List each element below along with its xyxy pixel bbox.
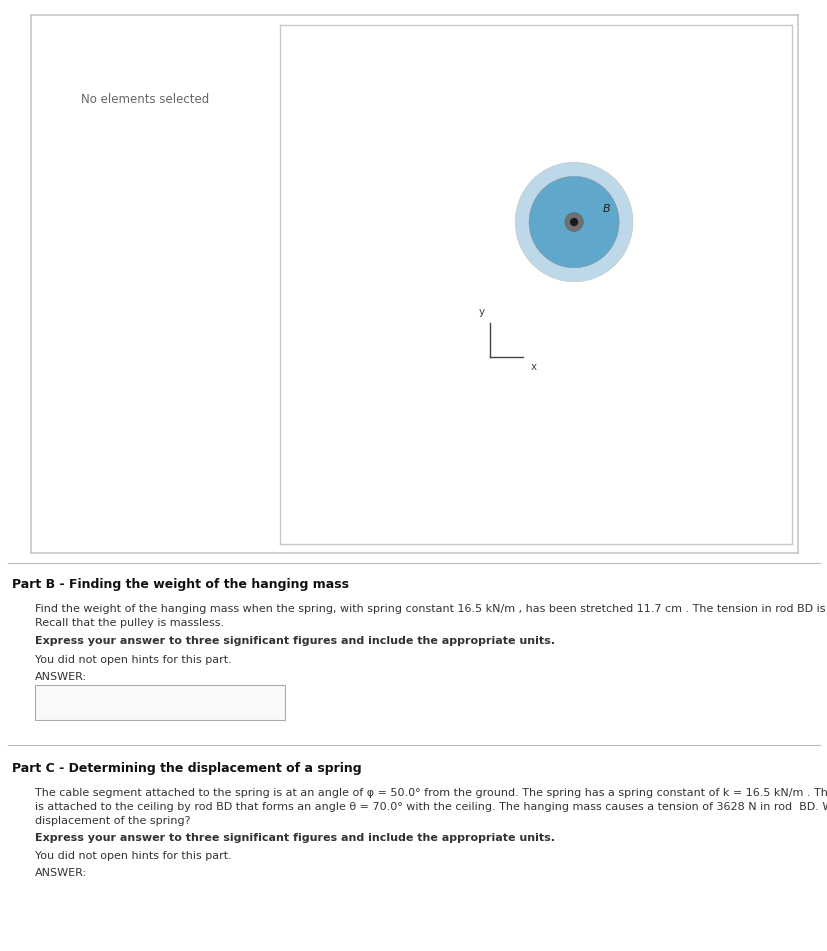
Text: ANSWER:: ANSWER: xyxy=(35,868,87,878)
Text: You did not open hints for this part.: You did not open hints for this part. xyxy=(35,655,232,665)
Text: displacement of the spring?: displacement of the spring? xyxy=(35,816,190,826)
Text: y: y xyxy=(478,307,485,317)
Text: W =: W = xyxy=(45,704,72,717)
Text: is attached to the ceiling by rod BD that forms an angle θ = 70.0° with the ceil: is attached to the ceiling by rod BD tha… xyxy=(35,802,827,812)
Text: You did not open hints for this part.: You did not open hints for this part. xyxy=(35,851,232,861)
Text: x: x xyxy=(530,362,536,372)
Circle shape xyxy=(514,163,632,281)
Text: B: B xyxy=(601,204,609,214)
Text: Express your answer to three significant figures and include the appropriate uni: Express your answer to three significant… xyxy=(35,833,554,843)
Text: Recall that the pulley is massless.: Recall that the pulley is massless. xyxy=(35,618,224,628)
Text: ANSWER:: ANSWER: xyxy=(35,672,87,682)
Circle shape xyxy=(564,213,582,231)
Text: Part B - Finding the weight of the hanging mass: Part B - Finding the weight of the hangi… xyxy=(12,578,348,591)
Text: No elements selected: No elements selected xyxy=(81,93,209,107)
Text: Express your answer to three significant figures and include the appropriate uni: Express your answer to three significant… xyxy=(35,636,554,646)
Circle shape xyxy=(569,218,577,226)
Text: Part C - Determining the displacement of a spring: Part C - Determining the displacement of… xyxy=(12,762,361,775)
Circle shape xyxy=(528,176,619,268)
Text: The cable segment attached to the spring is at an angle of φ = 50.0° from the gr: The cable segment attached to the spring… xyxy=(35,788,827,798)
Text: Find the weight of the hanging mass when the spring, with spring constant 16.5 k: Find the weight of the hanging mass when… xyxy=(35,604,827,614)
